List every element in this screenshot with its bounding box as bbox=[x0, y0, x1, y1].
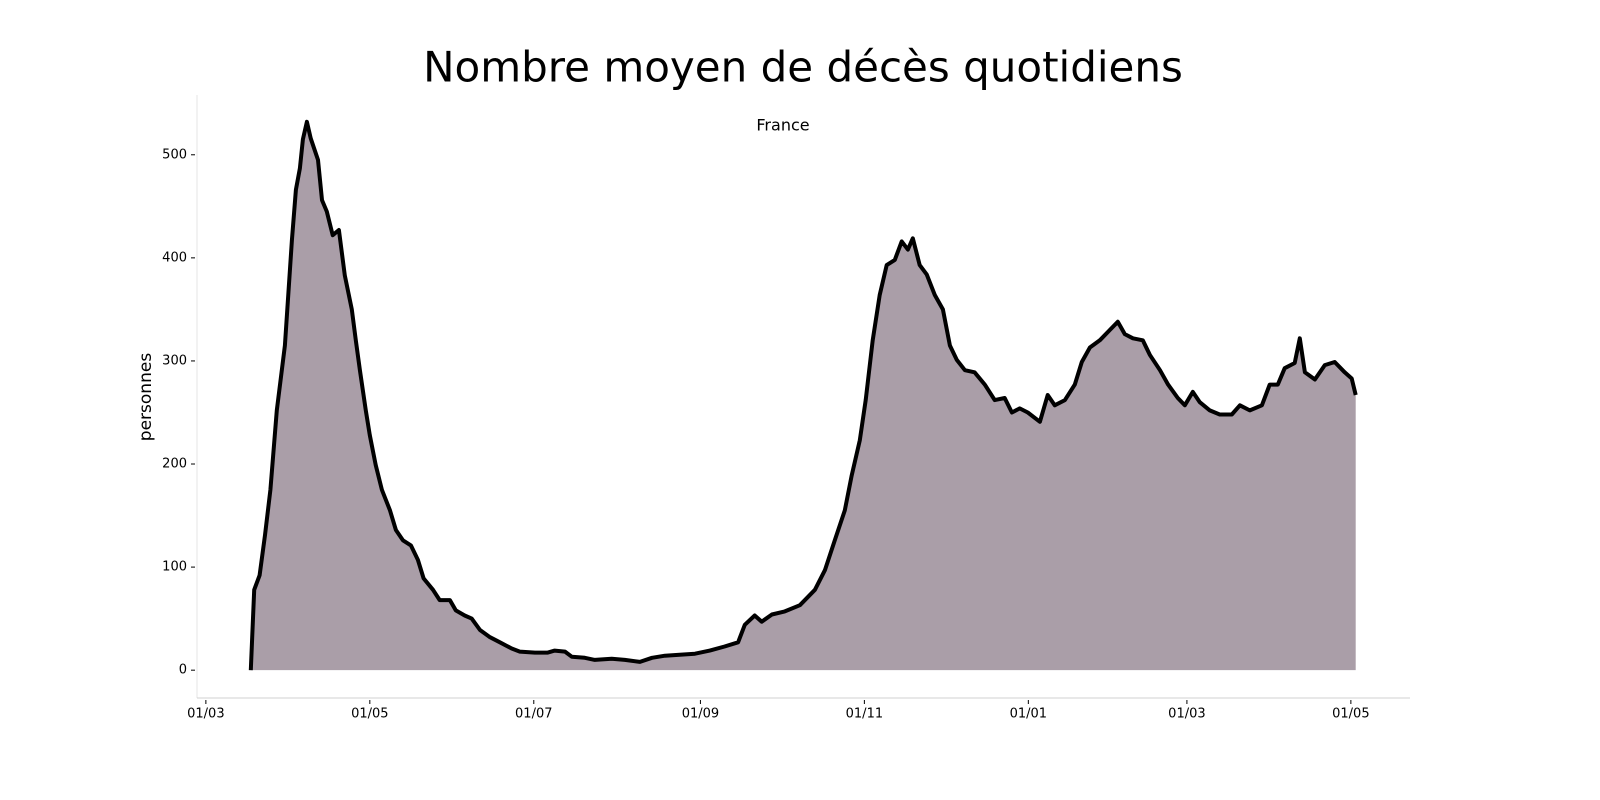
y-tick-label: 0 bbox=[179, 663, 187, 678]
x-tick-label: 01/01 bbox=[1010, 707, 1047, 722]
y-tick-label: 100 bbox=[162, 560, 187, 575]
x-tick-label: 01/03 bbox=[187, 707, 224, 722]
y-tick-label: 300 bbox=[162, 353, 187, 368]
x-tick-label: 01/09 bbox=[682, 707, 719, 722]
y-axis-label: personnes bbox=[136, 353, 156, 442]
y-tick-label: 200 bbox=[162, 457, 187, 472]
line bbox=[248, 119, 1358, 671]
x-tick-label: 01/05 bbox=[1332, 707, 1369, 722]
chart-subtitle: France bbox=[756, 116, 809, 135]
x-tick-label: 01/11 bbox=[846, 707, 883, 722]
x-tick-label: 01/07 bbox=[515, 707, 552, 722]
area bbox=[250, 121, 1356, 671]
x-tick-label: 01/03 bbox=[1168, 707, 1205, 722]
x-tick-label: 01/05 bbox=[351, 707, 388, 722]
y-tick-label: 500 bbox=[162, 147, 187, 162]
y-tick-label: 400 bbox=[162, 250, 187, 265]
chart-title: Nombre moyen de décès quotidiens bbox=[423, 43, 1183, 92]
